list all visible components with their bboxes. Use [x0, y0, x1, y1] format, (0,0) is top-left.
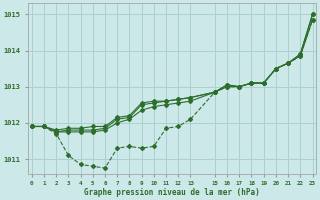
X-axis label: Graphe pression niveau de la mer (hPa): Graphe pression niveau de la mer (hPa): [84, 188, 260, 197]
